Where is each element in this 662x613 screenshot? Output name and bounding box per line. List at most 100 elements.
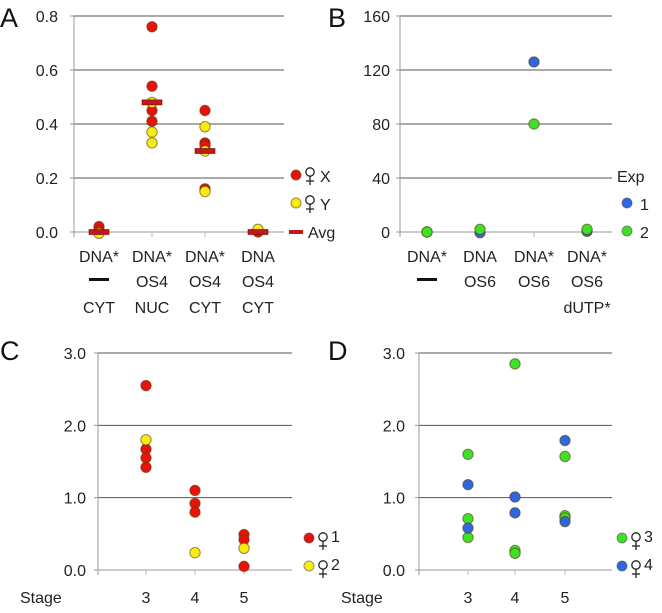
y-tick-label: 1.0 [64,491,86,508]
legend-swatch [290,169,302,181]
data-point [146,21,158,33]
x-category-label: CYT [242,300,274,317]
legend-label: 3 [644,529,653,546]
data-point [238,542,250,554]
data-point [462,531,474,544]
data-point [140,452,152,464]
x-category-label: 3 [464,590,473,607]
data-point [581,223,593,236]
data-point [509,547,521,560]
legend-label: 4 [644,557,653,574]
data-point [199,121,211,133]
y-tick-label: 0.8 [36,9,58,26]
y-tick-label: 0.0 [36,225,58,242]
dash-label [417,278,437,281]
x-category-label: 3 [142,590,151,607]
data-point [238,560,250,573]
legend-avg-swatch [289,230,303,234]
data-point [509,491,521,503]
y-tick-label: 0.2 [36,171,58,188]
panel-letter: B [328,3,346,33]
legend-label: 1 [331,529,340,546]
female-symbol-icon [631,560,641,578]
x-axis-label: Stage [341,590,383,607]
y-tick-label: 2.0 [383,418,405,435]
y-tick-label: 40 [372,171,390,188]
data-point [189,546,201,559]
y-tick-label: 0.0 [383,563,405,580]
data-point [199,185,211,198]
data-point [421,226,433,238]
average-bar [194,148,216,154]
data-point [528,118,540,130]
x-category-label: DNA* [132,249,172,266]
data-point [559,434,571,447]
legend-swatch [303,532,315,544]
x-category-label: DNA* [567,249,607,266]
average-bar [247,229,269,235]
data-point [559,450,571,463]
x-category-label: DNA* [514,249,554,266]
x-category-label: CYT [83,300,115,317]
y-tick-label: 0.4 [36,117,58,134]
y-tick-label: 3.0 [64,346,86,363]
female-symbol-circle [305,167,315,177]
data-point [146,80,158,92]
panel-c: C 0.0 1.0 2.0 3.0 3 4 5 Stage 1 2 [0,336,340,607]
panel-b: B 0 40 80 120 160 DNA* DNA OS6 DNA* OS6 DNA* OS6 dUTP… [328,3,649,317]
data-point [474,223,486,236]
x-category-label: 4 [511,590,520,607]
data-point [509,358,521,370]
x-category-label: 4 [191,590,200,607]
y-tick-label: 3.0 [383,346,405,363]
y-tick-label: 1.0 [383,491,405,508]
legend-label: X [320,169,331,186]
legend-title: Exp [617,169,645,186]
y-tick-label: 2.0 [64,418,86,435]
x-category-label: OS4 [242,274,274,291]
female-symbol-icon [318,532,328,550]
x-category-label: CYT [189,300,221,317]
data-point [146,115,158,128]
x-category-label: 5 [240,590,249,607]
legend-label: 1 [640,197,649,214]
data-point [199,104,211,117]
data-point [146,137,158,149]
x-category-label: 5 [561,590,570,607]
x-category-label: DNA [463,249,497,266]
x-category-label: OS4 [136,274,168,291]
data-point [528,56,540,68]
data-point [559,515,571,528]
x-category-label: NUC [135,300,170,317]
legend-label: Avg [308,225,335,242]
data-point [462,522,474,534]
female-symbol-icon [305,195,315,213]
x-axis-label: Stage [20,590,62,607]
x-category-label: dUTP* [563,300,610,317]
y-tick-label: 160 [363,9,390,26]
x-category-label: OS6 [518,274,550,291]
legend-swatch [616,560,628,572]
dash-label [89,278,109,281]
x-category-label: DNA* [79,249,119,266]
data-point [189,506,201,518]
panel-d: D 0.0 1.0 2.0 3.0 3 4 5 Stage 3 4 [328,336,653,607]
x-category-label: DNA* [407,249,447,266]
data-point [462,512,474,525]
data-point [140,434,152,446]
data-point [509,507,521,519]
panel-a: A 0.0 0.2 0.4 0.6 0.8 DNA* CYT DNA* OS4 NUC DNA* OS4… [0,3,335,317]
legend-label: 2 [331,557,340,574]
y-tick-label: 0 [381,225,390,242]
y-tick-label: 80 [372,117,390,134]
legend-swatch [616,532,628,544]
x-category-label: DNA* [185,249,225,266]
x-category-label: DNA [241,249,275,266]
female-symbol-circle [305,195,315,205]
x-category-label: OS6 [571,274,603,291]
y-tick-label: 0.6 [36,63,58,80]
female-symbol-circle [631,532,641,542]
legend-swatch [290,197,302,209]
y-tick-label: 120 [363,63,390,80]
female-symbol-icon [631,532,641,550]
